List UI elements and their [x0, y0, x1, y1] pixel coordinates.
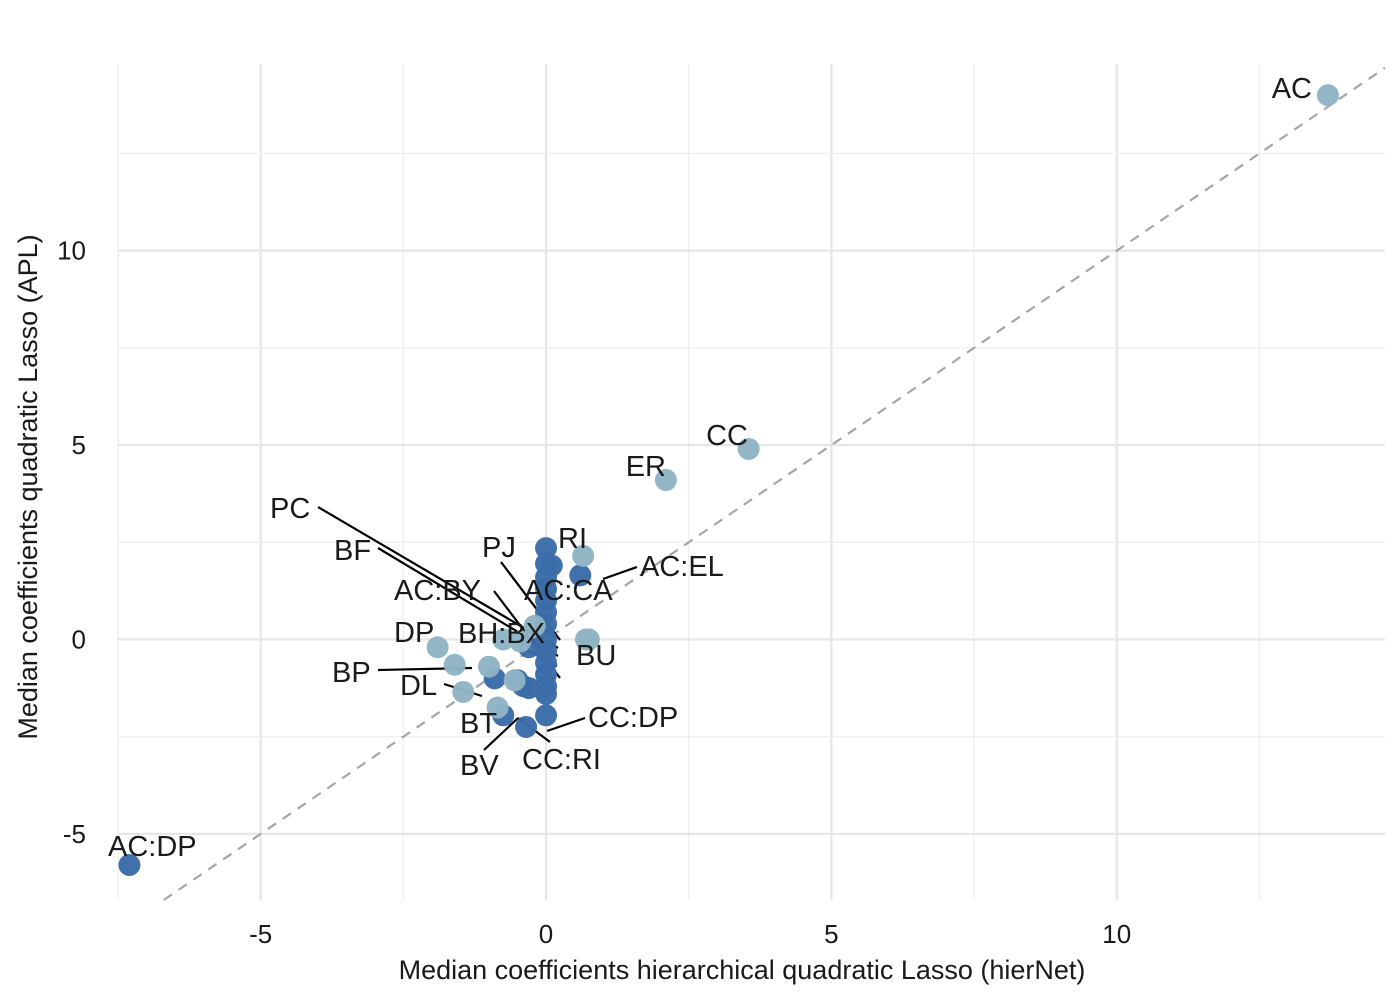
data-point	[569, 564, 592, 587]
point-label: DP	[394, 617, 434, 649]
data-point	[443, 653, 466, 676]
data-point	[492, 628, 515, 651]
y-tick-label: -5	[63, 819, 86, 849]
point-label: AC:CA	[524, 575, 613, 607]
data-point	[426, 636, 449, 659]
data-point	[486, 696, 509, 719]
leader-line	[546, 716, 586, 733]
data-point	[535, 704, 558, 727]
point-label: BP	[332, 657, 371, 689]
x-tick-label: 5	[824, 919, 838, 949]
grid	[117, 64, 1385, 900]
data-point	[452, 680, 475, 703]
point-label: BH:BX	[458, 618, 545, 650]
data-point	[503, 669, 526, 692]
y-tick-label: 0	[72, 624, 86, 654]
x-tick-label: -5	[249, 919, 272, 949]
point-label: PC	[270, 493, 310, 525]
point-label: AC:EL	[640, 551, 724, 583]
data-point	[477, 655, 500, 678]
point-label: AC:DP	[108, 831, 197, 863]
point-label: RI	[558, 523, 587, 555]
tick-labels: -5 0 5 10 -5 0 5 10	[57, 236, 1131, 949]
data-point	[535, 682, 558, 705]
point-label: DL	[400, 670, 437, 702]
point-label: CC	[706, 420, 748, 452]
data-point	[654, 469, 677, 492]
data-point	[509, 630, 532, 653]
point-labels: AC:DP RI AC:EL AC:CA BH:BX BP BV CC:RI CC:DP AC CC…	[108, 73, 1312, 863]
data-point	[118, 854, 141, 877]
point-label: BV	[460, 750, 499, 782]
leader-line	[317, 506, 559, 649]
data-point	[535, 537, 558, 560]
point-label: AC:BY	[394, 575, 481, 607]
point-label: BF	[334, 535, 371, 567]
point-label: AC	[1272, 73, 1312, 105]
identity-reference-line	[163, 66, 1386, 901]
point-label: CC:DP	[588, 702, 678, 734]
x-tick-label: 0	[539, 919, 553, 949]
identity-line	[163, 66, 1386, 901]
x-axis-title: Median coefficients hierarchical quadrat…	[399, 955, 1086, 985]
point-label: CC:RI	[522, 744, 601, 776]
data-point	[515, 715, 538, 738]
data-point	[523, 614, 546, 637]
leader-line	[483, 717, 519, 751]
y-axis-title: Median coefficients quadratic Lasso (APL…	[13, 234, 43, 739]
point-label: ER	[626, 451, 666, 483]
data-point	[574, 628, 597, 651]
point-label: BU	[576, 640, 616, 672]
data-points	[118, 84, 1339, 877]
data-point	[1316, 84, 1339, 107]
y-tick-label: 10	[57, 236, 86, 266]
data-point	[572, 544, 595, 567]
point-label: BT	[460, 708, 497, 740]
y-tick-label: 5	[72, 430, 86, 460]
point-label: PJ	[482, 532, 516, 564]
data-point	[737, 437, 760, 460]
x-tick-label: 10	[1102, 919, 1131, 949]
leader-line	[602, 565, 638, 581]
